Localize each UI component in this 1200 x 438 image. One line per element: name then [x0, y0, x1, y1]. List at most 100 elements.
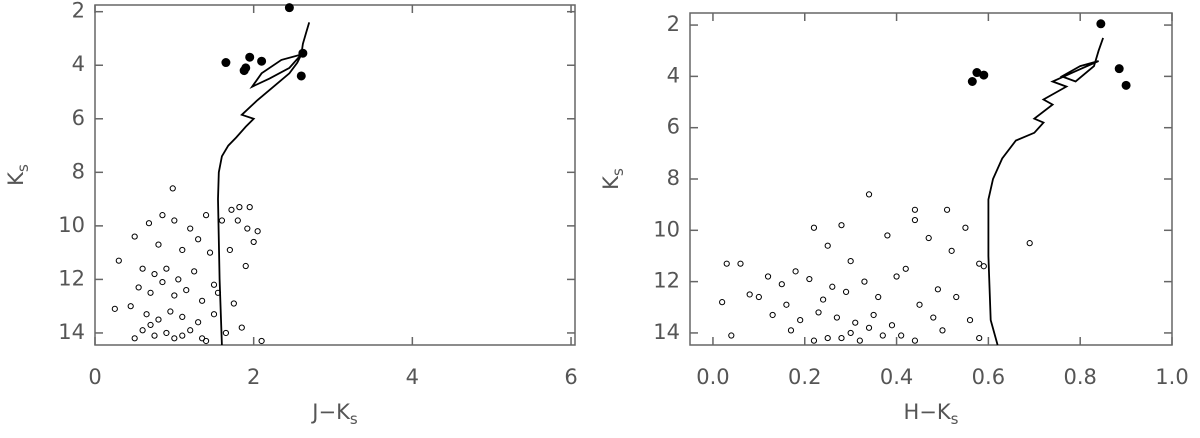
open-point	[824, 242, 831, 249]
x-tick-label: 0.4	[880, 365, 913, 389]
open-point	[943, 206, 951, 213]
y-tick-label: 10	[653, 217, 680, 241]
open-point	[723, 260, 730, 267]
open-point	[147, 321, 154, 329]
open-point	[783, 301, 790, 308]
x-tick-label: 0.8	[1063, 365, 1096, 389]
x-tick-label: 4	[406, 365, 419, 389]
filled-point	[298, 48, 308, 58]
open-point	[806, 275, 813, 283]
open-point	[824, 334, 831, 342]
filled-point	[296, 71, 306, 81]
open-point	[916, 301, 923, 308]
filled-point	[1096, 19, 1106, 29]
x-axis-label-main: J−K	[310, 400, 351, 424]
open-point	[210, 281, 218, 288]
open-point	[183, 287, 190, 294]
y-tick-label: 10	[58, 213, 85, 237]
open-point	[980, 263, 987, 270]
y-axis-label: Ks	[599, 168, 627, 190]
open-point	[254, 228, 261, 235]
filled-point	[245, 52, 255, 62]
open-point	[145, 220, 153, 227]
open-point	[911, 206, 919, 213]
open-point	[159, 278, 166, 286]
open-point	[179, 332, 186, 339]
open-point	[838, 334, 845, 342]
open-point	[236, 204, 243, 211]
x-axis-label-main: H−K	[904, 400, 952, 424]
open-point	[847, 329, 854, 337]
open-point	[250, 238, 257, 246]
open-point	[842, 288, 850, 295]
open-point	[171, 217, 178, 224]
open-point	[230, 300, 237, 307]
open-point	[202, 212, 210, 219]
open-point	[778, 281, 785, 288]
open-point	[893, 273, 900, 280]
open-point	[861, 278, 868, 285]
open-point	[962, 224, 969, 231]
x-tick-label: 2	[247, 365, 260, 389]
open-point	[888, 322, 896, 329]
x-axis-label: J−Ks	[310, 400, 358, 428]
open-point	[111, 305, 118, 312]
open-point	[191, 268, 198, 275]
plot-frame	[689, 12, 1173, 346]
open-point	[810, 224, 818, 231]
open-point	[833, 314, 840, 321]
open-point	[139, 327, 146, 334]
open-point	[258, 337, 265, 345]
open-point	[226, 246, 233, 254]
y-tick-label: 8	[72, 159, 85, 183]
filled-point	[967, 77, 977, 87]
y-axis-label-sub: s	[14, 164, 32, 172]
open-point	[865, 324, 873, 331]
y-tick-label: 12	[653, 269, 680, 293]
y-tick-label: 14	[58, 320, 85, 344]
open-point	[829, 283, 836, 290]
x-tick-label: 1.0	[1155, 365, 1188, 389]
open-point	[1026, 240, 1033, 247]
open-point	[195, 319, 202, 326]
open-point	[847, 258, 854, 265]
open-point	[139, 265, 146, 272]
open-point	[218, 217, 226, 224]
open-point	[911, 337, 919, 344]
open-point	[838, 222, 845, 229]
y-tick-label: 6	[72, 106, 85, 130]
y-tick-label: 8	[667, 166, 680, 190]
open-point	[865, 191, 873, 198]
open-point	[175, 276, 182, 283]
open-point	[719, 299, 726, 306]
open-point	[902, 265, 909, 272]
x-tick-label: 0.6	[972, 365, 1005, 389]
open-point	[948, 247, 955, 254]
y-axis-label-main: K	[599, 175, 623, 190]
isochrone-line	[987, 37, 1104, 346]
open-point	[151, 332, 158, 339]
y-tick-label: 2	[667, 12, 680, 36]
x-tick-label: 6	[564, 365, 577, 389]
open-point	[856, 337, 863, 344]
open-point	[163, 265, 170, 272]
filled-point	[979, 70, 989, 80]
y-tick-label: 6	[667, 115, 680, 139]
open-point	[737, 260, 744, 267]
open-point	[764, 273, 772, 280]
open-point	[810, 337, 818, 344]
open-point	[976, 260, 983, 267]
open-point	[792, 268, 799, 275]
open-point	[151, 270, 158, 278]
open-point	[242, 262, 249, 270]
open-point	[187, 225, 194, 232]
isochrone-line	[217, 22, 311, 346]
open-point	[976, 334, 983, 342]
y-axis-label: Ks	[4, 164, 32, 186]
open-point	[820, 296, 827, 303]
open-point	[852, 319, 859, 326]
open-point	[202, 337, 210, 345]
open-point	[728, 332, 735, 339]
